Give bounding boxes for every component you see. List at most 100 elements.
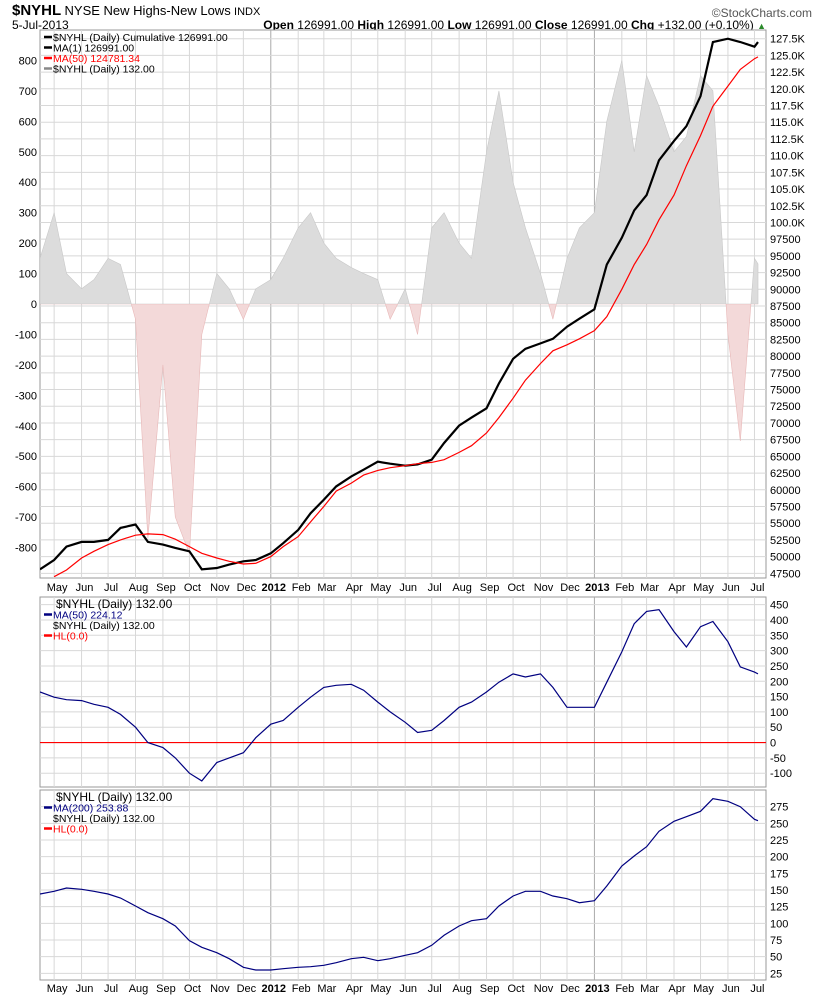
x-tick-label: Feb	[292, 983, 311, 995]
x-tick-label: 2013	[585, 582, 609, 594]
left-tick-label: 800	[19, 55, 37, 67]
x-tick-label: Jun	[399, 983, 417, 995]
right-tick-label: 75	[770, 935, 782, 947]
right-tick-label: 125	[770, 902, 788, 914]
x-tick-label: Aug	[129, 582, 149, 594]
open-value: 126991.00	[297, 18, 355, 32]
x-tick-label: Jun	[722, 983, 740, 995]
x-tick-label: Mar	[640, 983, 659, 995]
x-tick-label: Aug	[129, 983, 149, 995]
x-tick-label: Feb	[615, 983, 634, 995]
x-tick-label: Jul	[104, 983, 118, 995]
right-tick-label: 100.0K	[770, 217, 806, 229]
right-tick-label: 275	[770, 802, 788, 814]
chg-label: Chg	[630, 18, 655, 32]
x-tick-label: Dec	[237, 983, 257, 995]
left-tick-label: -100	[15, 329, 37, 341]
right-tick-label: 50	[770, 952, 782, 964]
panel-ma50: 450 400 350 300 250 200 150 100 50 0 -50 -100 $NYHL …	[39, 596, 792, 788]
legend-entry: $NYHL (Daily) 132.00	[56, 597, 173, 611]
x-tick-label: Aug	[452, 983, 472, 995]
low-value: 126991.00	[474, 18, 532, 32]
legend-entry: MA(50) 224.12	[53, 610, 123, 622]
right-tick-label: 127.5K	[770, 34, 806, 46]
x-tick-label: May	[693, 983, 714, 995]
right-tick-label: 150	[770, 692, 788, 704]
series-line-ma-200-	[40, 798, 759, 971]
legend-entry: MA(50) 124781.34	[53, 53, 140, 65]
right-tick-label: -100	[770, 768, 792, 780]
x-tick-label: Oct	[184, 983, 201, 995]
right-tick-label: 125.0K	[770, 50, 806, 62]
x-tick-label: 2013	[585, 983, 609, 995]
right-tick-label: 87500	[770, 301, 801, 313]
low-label: Low	[447, 18, 472, 32]
left-tick-label: 300	[19, 208, 37, 220]
x-tick-label: Jun	[76, 582, 94, 594]
x-tick-label: Mar	[640, 582, 659, 594]
left-tick-label: -400	[15, 421, 37, 433]
right-tick-label: 115.0K	[770, 117, 805, 129]
x-tick-label: Jul	[428, 983, 442, 995]
right-tick-label: 107.5K	[770, 167, 806, 179]
right-tick-label: 82500	[770, 334, 801, 346]
x-tick-label: Nov	[210, 983, 230, 995]
x-tick-label: Mar	[317, 582, 336, 594]
right-tick-label: 80000	[770, 351, 801, 363]
x-tick-label: Apr	[668, 983, 685, 995]
right-tick-label: 200	[770, 852, 788, 864]
right-tick-label: 350	[770, 630, 788, 642]
legend-entry: $NYHL (Daily) 132.00	[56, 790, 173, 804]
chg-value: +132.00 (+0.10%)	[657, 18, 754, 32]
right-tick-label: 57500	[770, 501, 801, 513]
x-tick-label: Sep	[156, 983, 176, 995]
x-tick-label: Sep	[480, 983, 500, 995]
x-tick-label: Jun	[399, 582, 417, 594]
symbol: $NYHL	[12, 2, 62, 19]
x-tick-label: May	[693, 582, 714, 594]
right-tick-label: 175	[770, 868, 788, 880]
right-tick-label: 250	[770, 818, 788, 830]
histogram-negative-area	[40, 304, 759, 554]
right-tick-label: 250	[770, 661, 788, 673]
left-tick-label: -200	[15, 360, 37, 372]
x-tick-label: 2012	[262, 582, 286, 594]
x-tick-label: Oct	[184, 582, 201, 594]
right-tick-label: 72500	[770, 401, 801, 413]
x-tick-label: Dec	[560, 983, 580, 995]
right-tick-label: 50000	[770, 552, 801, 564]
left-tick-label: 100	[19, 269, 37, 281]
right-tick-label: 60000	[770, 485, 801, 497]
panel-ma200: 275 250 225 200 175 150 125 100 75 50 25 $NYHL (Dai…	[39, 789, 788, 981]
right-tick-label: 102.5K	[770, 201, 806, 213]
x-tick-label: Apr	[346, 582, 363, 594]
right-tick-label: 65000	[770, 451, 801, 463]
left-tick-label: 700	[19, 86, 37, 98]
open-label: Open	[263, 18, 294, 32]
series-line-ma-50-	[53, 56, 759, 578]
right-tick-label: 70000	[770, 418, 801, 430]
chart-title: $NYHL NYSE New Highs-New Lows INDX	[12, 2, 260, 19]
right-tick-label: 67500	[770, 435, 801, 447]
right-tick-label: 105.0K	[770, 184, 806, 196]
right-tick-label: 97500	[770, 234, 801, 246]
triangle-up-icon: ▲	[757, 21, 766, 31]
x-tick-label: Mar	[317, 983, 336, 995]
x-tick-label: Oct	[508, 582, 525, 594]
x-tick-label: Feb	[615, 582, 634, 594]
security-name: NYSE New Highs-New Lows	[64, 3, 231, 18]
right-tick-label: -50	[770, 753, 786, 765]
right-tick-label: 100	[770, 918, 788, 930]
right-tick-label: 95000	[770, 251, 801, 263]
series-line-ma-50-	[40, 608, 759, 782]
x-tick-label: Jul	[750, 582, 764, 594]
chart-date: 5-Jul-2013	[12, 18, 69, 32]
right-tick-label: 47500	[770, 568, 801, 580]
right-tick-label: 150	[770, 885, 788, 897]
high-value: 126991.00	[387, 18, 445, 32]
left-tick-label: 600	[19, 116, 37, 128]
x-tick-label: Oct	[508, 983, 525, 995]
left-tick-label: -300	[15, 390, 37, 402]
